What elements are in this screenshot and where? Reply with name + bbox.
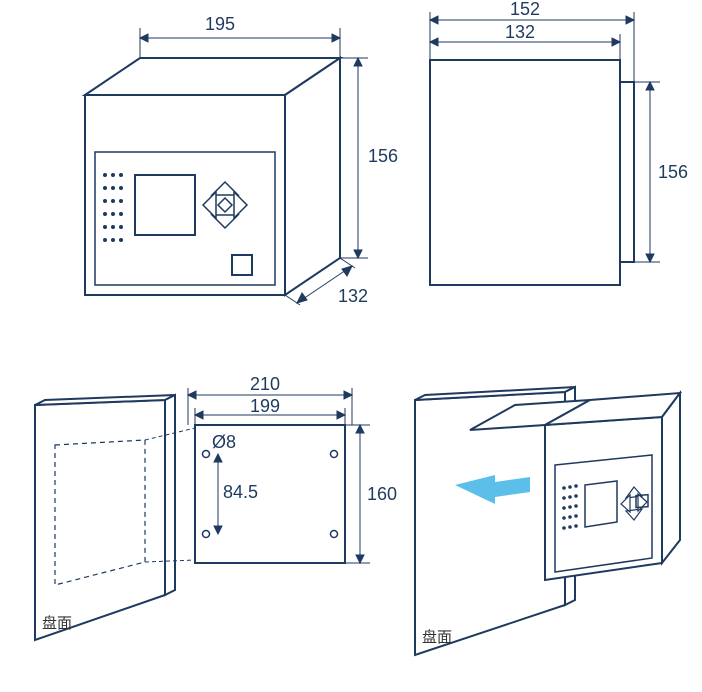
dim-depth-132: 132 (338, 286, 368, 306)
dim-cut-210: 210 (250, 374, 280, 394)
view-install-iso: 盘面 (415, 387, 680, 655)
dim-side-152: 152 (510, 0, 540, 19)
dim-height-156: 156 (368, 146, 398, 166)
dim-cut-199: 199 (250, 396, 280, 416)
view-side: 152 132 156 (430, 0, 688, 285)
dim-cut-160: 160 (367, 484, 397, 504)
dim-hole-pitch: 84.5 (223, 482, 258, 502)
view-cutout: 盘面 210 199 Ø8 84.5 160 (35, 374, 397, 640)
dim-width-195: 195 (205, 14, 235, 34)
panel-label-right: 盘面 (422, 628, 452, 646)
dim-side-156: 156 (658, 162, 688, 182)
view-front-iso: 195 156 132 (85, 14, 398, 306)
panel-label-left: 盘面 (42, 614, 72, 632)
drawing-canvas: 195 156 132 152 132 (0, 0, 702, 692)
dim-side-132: 132 (505, 22, 535, 42)
dim-hole-dia: Ø8 (212, 432, 236, 452)
